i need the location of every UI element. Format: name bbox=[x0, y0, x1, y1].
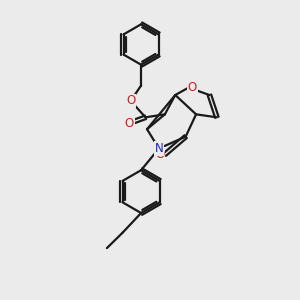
Text: O: O bbox=[124, 117, 134, 130]
Text: O: O bbox=[126, 94, 135, 107]
Text: O: O bbox=[188, 81, 197, 94]
Text: O: O bbox=[155, 148, 164, 161]
Text: N: N bbox=[154, 142, 163, 155]
